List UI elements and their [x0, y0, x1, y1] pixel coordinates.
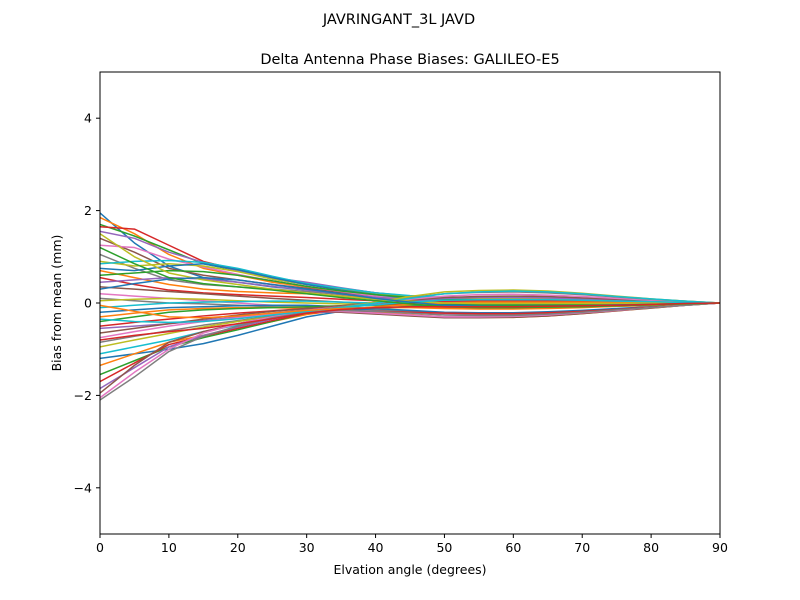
series-layer	[100, 212, 720, 401]
y-axis: −4 −2 0 2 4	[74, 111, 100, 495]
y-tick-label: −2	[74, 388, 92, 403]
x-tick-label: 30	[299, 540, 315, 555]
y-tick-label: 4	[84, 111, 92, 126]
y-tick-label: −4	[74, 480, 92, 495]
series-line-s44	[100, 302, 720, 341]
y-axis-label: Bias from mean (mm)	[49, 235, 64, 372]
figure-suptitle: JAVRINGANT_3L JAVD	[322, 12, 475, 28]
series-line-s21	[100, 302, 720, 314]
x-tick-label: 50	[436, 540, 452, 555]
x-tick-label: 0	[96, 540, 104, 555]
x-tick-label: 40	[368, 540, 384, 555]
y-tick-label: 0	[84, 296, 92, 311]
x-tick-label: 80	[643, 540, 659, 555]
x-tick-label: 10	[161, 540, 177, 555]
series-line-s38	[100, 302, 720, 401]
x-tick-label: 90	[712, 540, 728, 555]
series-line-s39	[100, 233, 720, 305]
y-tick-label: 2	[84, 203, 92, 218]
chart-title: Delta Antenna Phase Biases: GALILEO-E5	[260, 52, 559, 68]
series-line-s26	[100, 295, 720, 334]
x-axis-label: Elvation angle (degrees)	[333, 562, 486, 577]
x-tick-label: 70	[574, 540, 590, 555]
x-tick-label: 60	[505, 540, 521, 555]
x-tick-label: 20	[230, 540, 246, 555]
x-axis: 0 10 20 30 40 50 60 70 80 90	[96, 534, 728, 555]
